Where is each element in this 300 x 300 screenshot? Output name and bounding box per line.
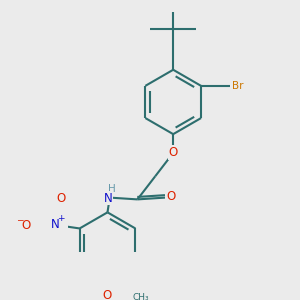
Text: N: N xyxy=(51,218,59,231)
Text: O: O xyxy=(103,289,112,300)
Text: CH₃: CH₃ xyxy=(132,293,149,300)
Text: N: N xyxy=(103,192,112,205)
Text: Br: Br xyxy=(232,81,244,91)
Text: O: O xyxy=(21,219,31,232)
Text: H: H xyxy=(108,184,116,194)
Text: O: O xyxy=(57,192,66,205)
Text: O: O xyxy=(169,146,178,159)
Text: +: + xyxy=(58,214,65,223)
Text: O: O xyxy=(166,190,175,203)
Text: −: − xyxy=(16,215,23,224)
